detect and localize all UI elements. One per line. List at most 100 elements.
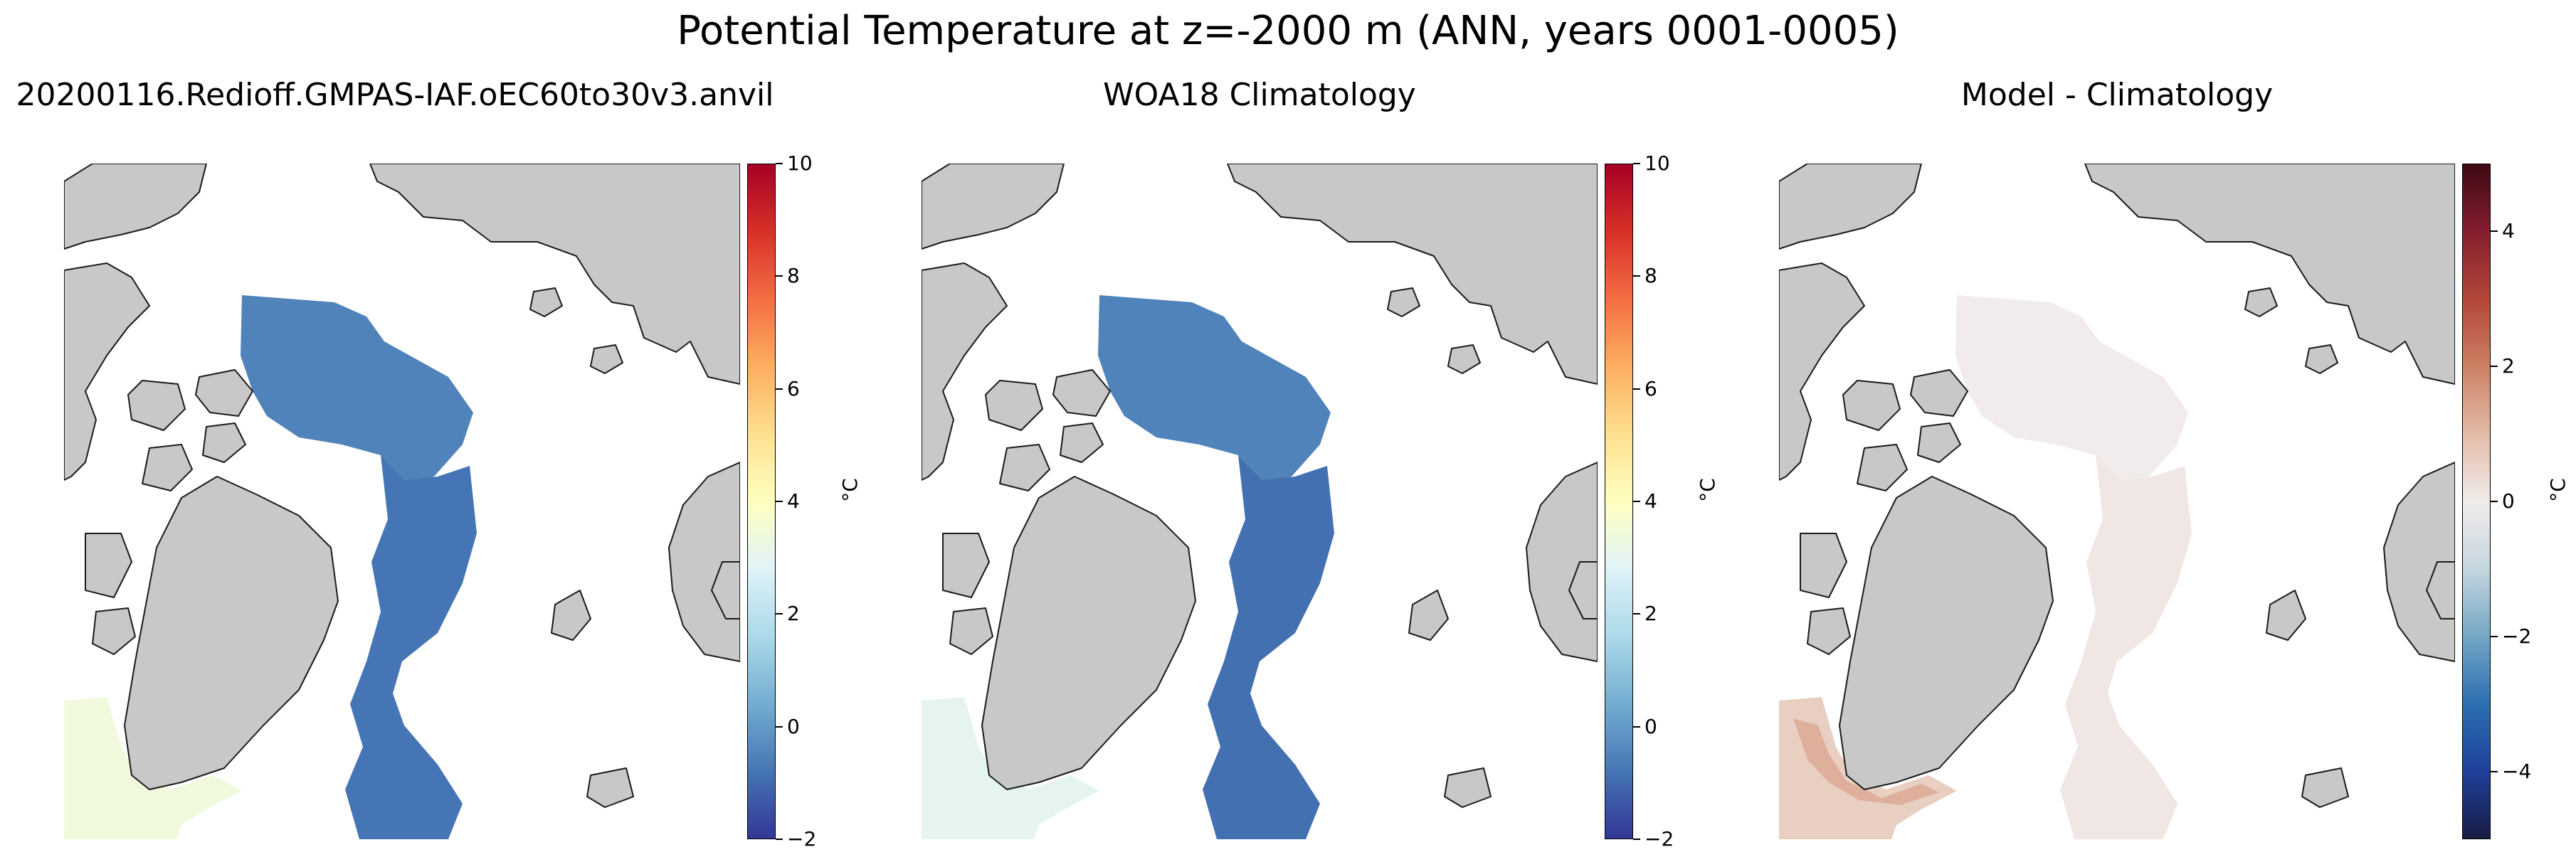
field-greenland-norwegian-seas	[1203, 455, 1334, 839]
island-9	[1408, 590, 1449, 641]
colorbar-tick	[776, 163, 783, 164]
colorbar-tick-label: −2	[2502, 624, 2532, 648]
colorbar-tick	[1633, 275, 1640, 277]
land-mass-3	[64, 262, 150, 481]
colorbar-tick	[2491, 230, 2498, 232]
colorbar-unit-model: °C	[838, 478, 862, 502]
colorbar-tick	[1633, 501, 1640, 502]
colorbar-tick-label: 4	[787, 489, 800, 513]
map-bias	[1779, 164, 2455, 839]
island-1	[1910, 369, 1968, 417]
land-mass-3	[1779, 262, 1865, 481]
colorbar-tick-label: 4	[2502, 219, 2515, 243]
colorbar-tick	[1633, 725, 1640, 728]
colorbar-ticks-model: 10 8 6 4 2 0 −2	[776, 151, 840, 851]
colorbar-gradient	[747, 164, 776, 839]
colorbar-tick	[1633, 388, 1640, 390]
field-north-atlantic-corner	[922, 697, 1099, 839]
island-6	[949, 607, 993, 655]
colorbar-tick-label: 6	[787, 376, 800, 400]
colorbar-tick-label: −2	[1645, 827, 1674, 851]
panel-title-bias: Model - Climatology	[1960, 77, 2274, 113]
map-model	[64, 164, 740, 839]
colorbar-tick	[1633, 613, 1640, 615]
field-north-atlantic-corner	[1779, 697, 1957, 839]
island-7	[1387, 287, 1420, 317]
map-climatology	[922, 164, 1598, 839]
island-9	[2266, 590, 2306, 641]
colorbar-tick	[776, 275, 783, 277]
field-greenland-norwegian-seas	[345, 455, 477, 839]
colorbar-climatology	[1605, 164, 1633, 839]
colorbar-tick	[2491, 771, 2498, 772]
island-8	[590, 344, 623, 374]
colorbar-tick-label: −4	[2502, 760, 2532, 783]
land-mass-1	[1227, 164, 1598, 385]
land-mass-4	[124, 476, 339, 790]
island-5	[85, 533, 132, 598]
land-layer	[64, 164, 740, 808]
land-mass-1	[2084, 164, 2455, 385]
land-mass-1	[369, 164, 740, 385]
island-2	[127, 380, 186, 431]
land-mass-2	[922, 164, 1065, 250]
colorbar-tick-label: 0	[787, 714, 800, 738]
island-8	[2305, 344, 2338, 374]
colorbar-tick-label: 0	[1645, 714, 1657, 738]
island-10	[2301, 767, 2349, 808]
colorbar-tick-label: 4	[1645, 489, 1657, 513]
colorbar-tick	[2491, 366, 2498, 367]
colorbar-tick	[1633, 839, 1640, 840]
island-3	[1917, 422, 1961, 463]
field-arctic-basins	[1955, 295, 2188, 484]
land-layer	[1779, 164, 2455, 808]
island-6	[92, 607, 136, 655]
colorbar-model	[747, 164, 776, 839]
field-north-atlantic-rim	[1793, 718, 1939, 805]
colorbar-tick	[1633, 163, 1640, 164]
colorbar-ticks-climatology: 10 8 6 4 2 0 −2	[1633, 151, 1697, 851]
land-mass-6	[2426, 561, 2455, 619]
colorbar-tick-label: 2	[2502, 354, 2515, 378]
island-9	[551, 590, 591, 641]
island-7	[2244, 287, 2278, 317]
field-greenland-norwegian-seas	[2060, 455, 2192, 839]
field-arctic-basins	[241, 295, 473, 484]
island-7	[529, 287, 563, 317]
island-10	[586, 767, 634, 808]
island-8	[1447, 344, 1481, 374]
island-5	[942, 533, 990, 598]
colorbar-tick-label: 10	[1645, 151, 1670, 175]
colorbar-tick-label: 8	[787, 264, 800, 288]
colorbar-tick	[776, 388, 783, 390]
colorbar-unit-climatology: °C	[1695, 478, 1719, 502]
land-mass-2	[64, 164, 207, 250]
island-2	[1842, 380, 1901, 431]
colorbar-tick	[776, 613, 783, 615]
colorbar-tick-label: 2	[1645, 602, 1657, 626]
field-north-atlantic-corner	[64, 697, 242, 839]
colorbar-tick-label: 2	[787, 602, 800, 626]
island-4	[1857, 444, 1908, 491]
island-6	[1807, 607, 1851, 655]
island-2	[985, 380, 1043, 431]
land-mass-3	[922, 262, 1008, 481]
colorbar-tick-label: 8	[1645, 264, 1657, 288]
land-mass-4	[1839, 476, 2054, 790]
figure-title: Potential Temperature at z=-2000 m (ANN,…	[677, 8, 1899, 54]
island-4	[142, 444, 193, 491]
colorbar-tick-label: 6	[1645, 376, 1657, 400]
colorbar-tick	[2491, 501, 2498, 502]
island-5	[1800, 533, 1847, 598]
land-mass-6	[1568, 561, 1598, 619]
colorbar-bias	[2462, 164, 2491, 839]
colorbar-tick	[776, 839, 783, 840]
colorbar-tick-label: −2	[787, 827, 817, 851]
colorbar-tick	[2491, 636, 2498, 637]
colorbar-tick-label: 10	[787, 151, 813, 175]
colorbar-gradient	[2462, 164, 2491, 839]
colorbar-tick	[776, 501, 783, 502]
island-10	[1444, 767, 1492, 808]
island-3	[202, 422, 246, 463]
colorbar-tick-label: 0	[2502, 489, 2515, 513]
